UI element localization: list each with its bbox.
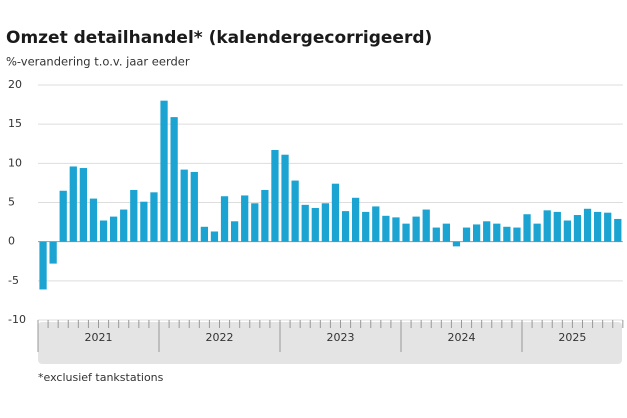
bar (49, 241, 57, 264)
bar (362, 211, 370, 242)
chart-title: Omzet detailhandel* (kalendergecorrigeer… (6, 28, 432, 48)
y-tick-label: 5 (8, 196, 15, 209)
footnote: *exclusief tankstations (38, 371, 164, 384)
bar (472, 224, 481, 242)
bar (583, 208, 592, 242)
x-axis-band (38, 322, 622, 364)
y-tick-label: 10 (8, 156, 22, 169)
bar (109, 216, 118, 242)
bar (331, 183, 340, 242)
chart-subtitle: %-verandering t.o.v. jaar eerder (6, 55, 190, 69)
bar (180, 169, 188, 242)
bar (261, 189, 269, 242)
bar (573, 215, 582, 242)
bar (523, 214, 531, 242)
bar (392, 217, 400, 242)
y-tick-label: -5 (8, 274, 19, 287)
bar (160, 100, 168, 242)
bar (412, 216, 420, 242)
bar (220, 196, 229, 242)
bar (140, 201, 148, 242)
bar (513, 227, 521, 242)
bar (422, 209, 430, 242)
year-label: 2021 (85, 331, 113, 344)
bar (130, 189, 138, 242)
bar (210, 231, 219, 242)
bar (79, 168, 88, 242)
bar (150, 192, 158, 242)
bar (301, 204, 309, 242)
bar (59, 190, 67, 242)
bar (99, 220, 108, 242)
bar (382, 215, 390, 242)
year-label: 2024 (448, 331, 476, 344)
bar (120, 209, 128, 242)
bar (39, 241, 47, 290)
bar (230, 221, 239, 242)
bar (200, 226, 209, 242)
bar (553, 211, 561, 242)
bar (281, 154, 289, 242)
bar (593, 211, 602, 242)
year-label: 2025 (558, 331, 586, 344)
y-tick-label: 15 (8, 117, 22, 130)
bar (533, 223, 541, 242)
bar (89, 198, 98, 242)
bar (604, 212, 612, 242)
bar (341, 211, 350, 242)
bar (321, 203, 330, 242)
bar (452, 241, 461, 247)
bar (271, 150, 279, 242)
year-label: 2022 (206, 331, 234, 344)
bar (170, 117, 178, 242)
bar (493, 223, 501, 242)
bar (503, 226, 511, 242)
bar (614, 218, 622, 242)
bar (442, 223, 451, 242)
bar (462, 227, 471, 242)
y-tick-label: 20 (8, 78, 22, 91)
bar (563, 220, 572, 242)
y-tick-label: -10 (8, 313, 26, 326)
bar (291, 180, 299, 242)
bar (190, 171, 198, 242)
bar (241, 195, 249, 242)
bar (402, 223, 410, 242)
bar (483, 221, 491, 242)
bar (251, 203, 259, 242)
bar (543, 210, 551, 242)
year-label: 2023 (327, 331, 355, 344)
bar (69, 166, 77, 242)
bar (432, 227, 440, 242)
bar (372, 206, 380, 242)
bar (351, 197, 360, 242)
y-tick-label: 0 (8, 235, 15, 248)
bar (311, 207, 319, 242)
